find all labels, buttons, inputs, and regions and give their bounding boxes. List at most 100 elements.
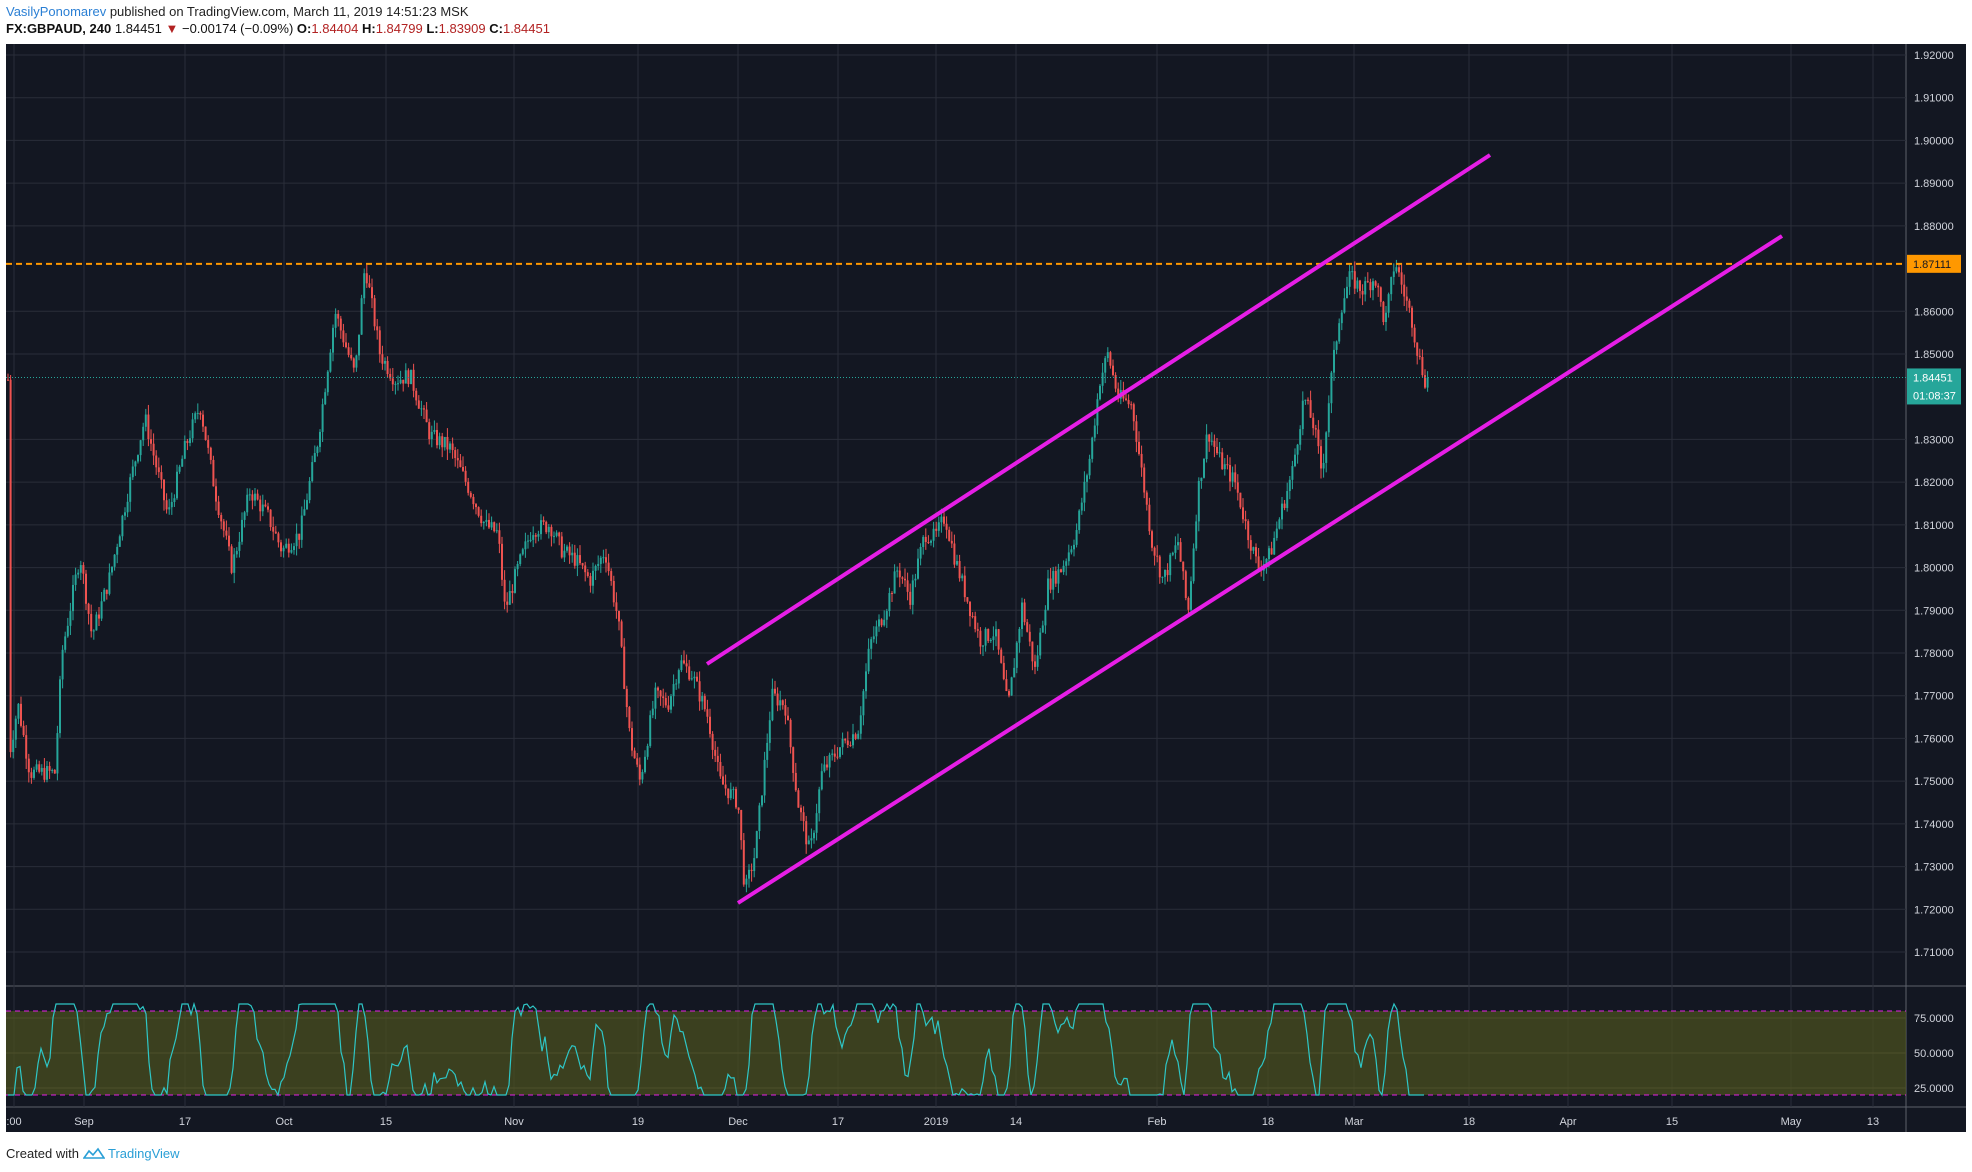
candle-body — [381, 354, 384, 364]
candle-body — [709, 716, 711, 734]
candle-body — [761, 795, 763, 806]
author-link[interactable]: VasilyPonomarev — [6, 4, 107, 19]
candle-body — [813, 832, 815, 839]
candle-body — [25, 735, 28, 759]
candle-body — [1169, 554, 1172, 576]
candle-body — [1421, 357, 1424, 376]
candle-body — [859, 715, 862, 734]
candle-body — [1135, 421, 1138, 442]
candle-body — [256, 493, 259, 500]
candle-body — [430, 431, 433, 440]
candle-body — [1153, 547, 1156, 556]
candle-body — [849, 745, 852, 747]
candle-body — [170, 501, 173, 508]
candle-body — [862, 691, 865, 716]
candle-body — [1086, 475, 1088, 482]
candle-body — [124, 512, 126, 516]
candle-body — [828, 754, 831, 768]
candle-body — [373, 298, 376, 327]
candle-body — [399, 379, 402, 384]
candle-body — [342, 330, 345, 343]
candle-body — [121, 515, 124, 537]
candle-body — [186, 440, 189, 444]
candle-body — [433, 429, 436, 432]
candle-body — [982, 645, 984, 647]
candle-body — [781, 700, 784, 706]
candle-body — [857, 733, 860, 739]
candle-body — [1190, 581, 1192, 610]
candle-body — [360, 298, 363, 335]
candle-body — [1067, 552, 1070, 562]
candle-body — [7, 379, 9, 381]
price-tick-label: 1.74000 — [1914, 819, 1954, 831]
candle-body — [1073, 544, 1075, 550]
candle-body — [449, 443, 451, 450]
candle-body — [810, 838, 813, 841]
candle-body — [1296, 444, 1299, 455]
time-tick-label: Nov — [504, 1116, 524, 1128]
candle-body — [888, 593, 891, 612]
candle-body — [677, 670, 680, 684]
candle-body — [961, 575, 964, 579]
candle-body — [937, 522, 940, 531]
candle-body — [329, 352, 332, 372]
candle-body — [1140, 453, 1143, 468]
candle-body — [90, 613, 93, 632]
candle-body — [40, 767, 43, 772]
candle-body — [1187, 597, 1190, 610]
candle-body — [1177, 542, 1179, 546]
candle-body — [1031, 641, 1034, 662]
candle-body — [628, 707, 631, 729]
ticker-symbol[interactable]: FX:GBPAUD, 240 — [6, 21, 112, 36]
candle-body — [126, 501, 129, 513]
candle-body — [82, 565, 85, 574]
candle-body — [228, 535, 230, 547]
open-label: O: — [296, 21, 312, 36]
price-tick-label: 1.80000 — [1914, 563, 1954, 575]
time-tick-label: 2019 — [924, 1116, 948, 1128]
candle-body — [1013, 667, 1016, 678]
candle-body — [404, 370, 407, 384]
price-tick-label: 1.75000 — [1914, 776, 1954, 788]
candle-body — [183, 440, 186, 459]
candle-body — [1099, 385, 1101, 400]
time-tick-label: May — [1781, 1116, 1802, 1128]
candle-body — [763, 759, 766, 796]
tradingview-brand-link[interactable]: TradingView — [108, 1146, 180, 1161]
candle-body — [1106, 352, 1109, 359]
candle-body — [1275, 528, 1278, 538]
candle-body — [1184, 571, 1187, 598]
candle-body — [906, 580, 909, 592]
candle-body — [1372, 281, 1374, 291]
candle-body — [771, 688, 774, 721]
candle-body — [1403, 284, 1406, 297]
candle-body — [391, 378, 394, 385]
candle-body — [932, 528, 935, 541]
candle-body — [797, 790, 800, 808]
candle-body — [597, 563, 600, 566]
candle-body — [521, 549, 524, 555]
candle-body — [1138, 441, 1140, 454]
candle-body — [176, 471, 178, 499]
candle-body — [1390, 277, 1393, 295]
candle-body — [72, 584, 74, 612]
candle-body — [1268, 548, 1270, 559]
candle-body — [157, 467, 160, 473]
candle-body — [303, 509, 306, 516]
candle-body — [1281, 503, 1283, 520]
candle-body — [173, 498, 176, 502]
rsi-line — [8, 1001, 1424, 1097]
candle-body — [495, 530, 498, 532]
candle-body — [1015, 642, 1018, 668]
candle-body — [189, 438, 191, 444]
candle-body — [1164, 569, 1166, 577]
candle-body — [805, 821, 808, 845]
candle-body — [534, 535, 537, 537]
candle-body — [540, 520, 542, 535]
candle-body — [163, 479, 165, 501]
candle-body — [1288, 479, 1291, 492]
price-tick-label: 1.77000 — [1914, 691, 1954, 703]
candle-body — [516, 564, 519, 570]
candle-body — [142, 426, 145, 441]
